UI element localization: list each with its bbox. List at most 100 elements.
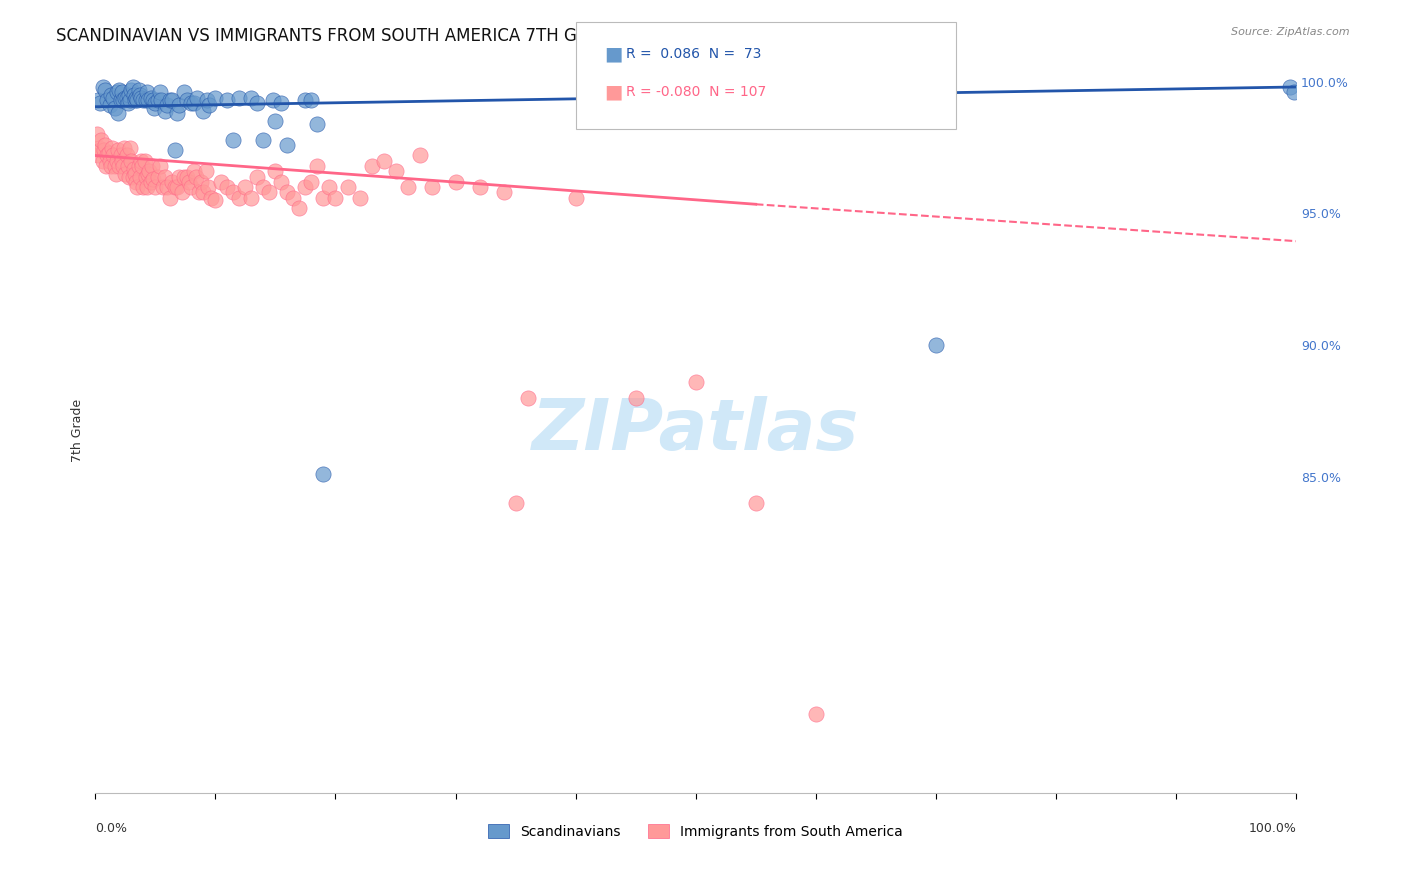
Point [121, 169, 143, 184]
Point [259, 186, 281, 200]
Point [246, 95, 269, 110]
Point [307, 159, 329, 173]
Point [136, 85, 159, 99]
Point [89, 143, 111, 157]
Point [186, 90, 208, 104]
Point [307, 117, 329, 131]
Point [177, 175, 200, 189]
Point [159, 93, 181, 107]
Point [100, 87, 122, 102]
Point [360, 159, 382, 173]
Point [115, 148, 138, 162]
Point [198, 98, 221, 112]
Point [105, 153, 128, 168]
Point [118, 169, 141, 184]
Point [166, 180, 188, 194]
Point [129, 153, 152, 168]
Point [86, 128, 108, 142]
Point [87, 148, 110, 162]
Point [94, 82, 117, 96]
Point [124, 167, 146, 181]
Point [96, 148, 118, 162]
Point [228, 191, 250, 205]
Point [276, 138, 298, 153]
Point [152, 180, 174, 194]
Point [804, 707, 827, 722]
Point [146, 169, 169, 184]
Point [110, 148, 132, 162]
Point [217, 93, 239, 107]
Point [166, 106, 188, 120]
Point [128, 82, 150, 96]
Point [120, 93, 142, 107]
Point [240, 191, 263, 205]
Legend: Scandinavians, Immigrants from South America: Scandinavians, Immigrants from South Ame… [482, 819, 908, 845]
Point [318, 180, 340, 194]
Point [112, 140, 135, 154]
Point [156, 180, 179, 194]
Point [564, 191, 586, 205]
Point [408, 148, 430, 162]
Text: 100.0%: 100.0% [1249, 822, 1296, 835]
Point [94, 138, 117, 153]
Point [159, 191, 181, 205]
Point [283, 191, 305, 205]
Point [925, 338, 948, 352]
Point [146, 93, 169, 107]
Point [270, 95, 292, 110]
Point [301, 175, 323, 189]
Point [149, 85, 172, 99]
Point [384, 164, 406, 178]
Point [107, 143, 129, 157]
Text: ■: ■ [605, 82, 623, 102]
Point [153, 103, 176, 118]
Point [128, 87, 150, 102]
Point [252, 133, 274, 147]
Point [134, 153, 156, 168]
Point [745, 496, 768, 510]
Point [117, 159, 139, 173]
Point [90, 133, 112, 147]
Point [170, 186, 193, 200]
Point [129, 90, 152, 104]
Point [217, 180, 239, 194]
Point [91, 153, 114, 168]
Point [150, 93, 173, 107]
Point [325, 191, 347, 205]
Point [145, 180, 167, 194]
Point [118, 87, 141, 102]
Point [142, 172, 165, 186]
Point [111, 85, 134, 99]
Point [264, 114, 287, 128]
Point [128, 159, 150, 173]
Point [373, 153, 395, 168]
Point [169, 98, 191, 112]
Point [197, 180, 219, 194]
Text: R =  0.086  N =  73: R = 0.086 N = 73 [626, 46, 761, 61]
Point [246, 169, 269, 184]
Point [125, 175, 148, 189]
Point [492, 186, 515, 200]
Point [141, 159, 163, 173]
Point [252, 180, 274, 194]
Point [103, 148, 125, 162]
Point [121, 79, 143, 94]
Point [93, 143, 115, 157]
Point [136, 180, 159, 194]
Point [125, 90, 148, 104]
Point [204, 90, 226, 104]
Point [186, 169, 208, 184]
Point [89, 95, 111, 110]
Point [107, 106, 129, 120]
Point [1279, 79, 1302, 94]
Point [193, 103, 215, 118]
Point [96, 159, 118, 173]
Point [173, 169, 195, 184]
Point [139, 175, 162, 189]
Point [115, 90, 138, 104]
Point [143, 101, 166, 115]
Text: 0.0%: 0.0% [96, 822, 128, 835]
Point [139, 90, 162, 104]
Text: ■: ■ [605, 44, 623, 63]
Point [180, 95, 202, 110]
